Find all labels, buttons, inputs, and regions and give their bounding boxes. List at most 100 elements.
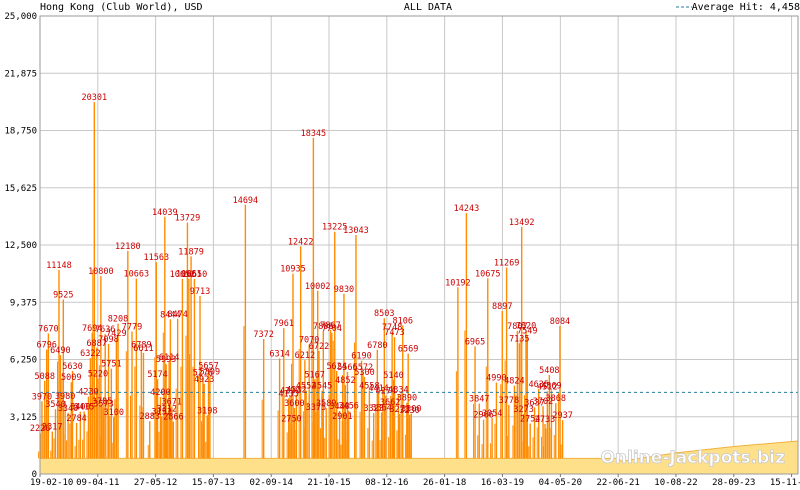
data-label: 7070 [299, 335, 319, 345]
data-label: 20301 [82, 93, 108, 103]
data-label: 5993 [156, 355, 176, 365]
data-label: 6796 [36, 340, 56, 350]
x-tick-label: 02-09-14 [250, 478, 293, 488]
data-label: 2750 [281, 415, 301, 425]
data-label: 4334 [388, 386, 408, 396]
data-label: 3637 [524, 398, 544, 408]
data-label: 2784 [66, 414, 86, 424]
data-label: 2866 [163, 412, 183, 422]
x-axis: 19-02-10 09-04-11 27-05-12 15-07-13 02-09-14… [30, 474, 800, 488]
data-label: 5566 [337, 363, 357, 373]
data-label: 7429 [106, 329, 126, 339]
data-label: 2937 [552, 411, 572, 421]
data-label: 7670 [38, 324, 58, 334]
data-label: 12180 [115, 242, 141, 252]
data-label: 2226 [30, 424, 50, 434]
data-label: 4635 [528, 380, 548, 390]
data-label: 11269 [494, 259, 520, 269]
y-tick-label: 15,625 [4, 184, 37, 194]
data-label: 3100 [103, 408, 123, 418]
data-label: 3440 [329, 402, 349, 412]
y-tick-label: 9,375 [10, 298, 37, 308]
data-label: 3364 [371, 403, 391, 413]
x-tick-label: 16-03-19 [481, 478, 524, 488]
data-label: 3400 [70, 403, 90, 413]
data-label: 4332 [286, 386, 306, 396]
data-label: 3573 [93, 400, 113, 410]
data-label: 6114 [159, 353, 179, 363]
data-label: 9713 [190, 287, 210, 297]
y-tick-label: 3,125 [10, 413, 37, 423]
data-label: 3662 [380, 398, 400, 408]
data-label: 6314 [269, 349, 289, 359]
x-tick-label: 08-12-16 [365, 478, 408, 488]
x-tick-label: 26-01-18 [423, 478, 466, 488]
data-label: 7473 [384, 328, 404, 338]
data-label: 7636 [95, 325, 115, 335]
y-tick-label: 6,250 [10, 356, 37, 366]
data-label: 5624 [326, 362, 346, 372]
data-label: 2733 [535, 415, 555, 425]
data-label: 4852 [335, 376, 355, 386]
data-label: 4512 [537, 382, 557, 392]
data-label: 6190 [351, 352, 371, 362]
data-label: 7961 [274, 319, 294, 329]
data-label: 13225 [322, 223, 348, 233]
x-tick-label: 19-02-10 [30, 478, 73, 488]
chart-subtitle: Hong Kong (Club World), USD [40, 2, 203, 13]
data-label: 2754 [520, 415, 540, 425]
data-label: 7549 [517, 327, 537, 337]
data-label: 4824 [504, 377, 524, 387]
data-label: 3868 [546, 394, 566, 404]
data-label: 14039 [152, 208, 178, 218]
data-label: 3273 [389, 405, 409, 415]
x-tick-label: 27-05-12 [134, 478, 177, 488]
x-tick-label: 10-08-22 [654, 478, 697, 488]
data-label: 4290 [280, 386, 300, 396]
data-label: 3671 [162, 398, 182, 408]
y-tick-label: 12,500 [4, 241, 37, 251]
data-label: 3340 [58, 404, 78, 414]
data-label: 5630 [62, 362, 82, 372]
data-label: 5657 [198, 361, 218, 371]
data-label: 2901 [332, 412, 352, 422]
data-label: 2317 [42, 423, 62, 433]
data-label: 5009 [61, 373, 81, 383]
data-label: 4545 [312, 382, 332, 392]
data-label: 3705 [92, 397, 112, 407]
data-label: 10002 [305, 282, 331, 292]
data-label: 4990 [486, 374, 506, 384]
data-label: 8084 [550, 317, 570, 327]
legend-average-label: Average Hit: 4,458 [692, 2, 800, 13]
data-label: 10935 [280, 265, 306, 275]
x-tick-label: 04-05-20 [539, 478, 582, 488]
data-label: 7135 [509, 334, 529, 344]
data-label: 18345 [301, 129, 327, 139]
data-label: 4274 [376, 387, 396, 397]
data-label: 3312 [157, 404, 177, 414]
data-label: 7694 [82, 324, 102, 334]
data-label: 3778 [499, 396, 519, 406]
data-label: 5300 [354, 368, 374, 378]
data-label: 7779 [122, 322, 142, 332]
data-label: 6722 [309, 342, 329, 352]
data-label: 4923 [194, 375, 214, 385]
data-label: 14694 [233, 196, 259, 206]
data-label: 5276 [193, 368, 213, 378]
data-label: 4569 [541, 381, 561, 391]
data-label: 10650 [182, 270, 208, 280]
x-tick-label: 15-11-24 [770, 478, 800, 488]
data-label: 5088 [35, 372, 55, 382]
data-label: 3847 [469, 395, 489, 405]
data-label: 6611 [133, 344, 153, 354]
data-label: 10652 [170, 270, 196, 280]
data-label: 7748 [382, 323, 402, 333]
data-label: 6490 [50, 346, 70, 356]
spike-series [38, 102, 564, 459]
y-tick-label: 25,000 [4, 12, 37, 22]
data-label: 13729 [175, 213, 201, 223]
data-label: 3300 [401, 405, 421, 415]
data-label: 3540 [45, 400, 65, 410]
data-label: 3415 [74, 402, 94, 412]
